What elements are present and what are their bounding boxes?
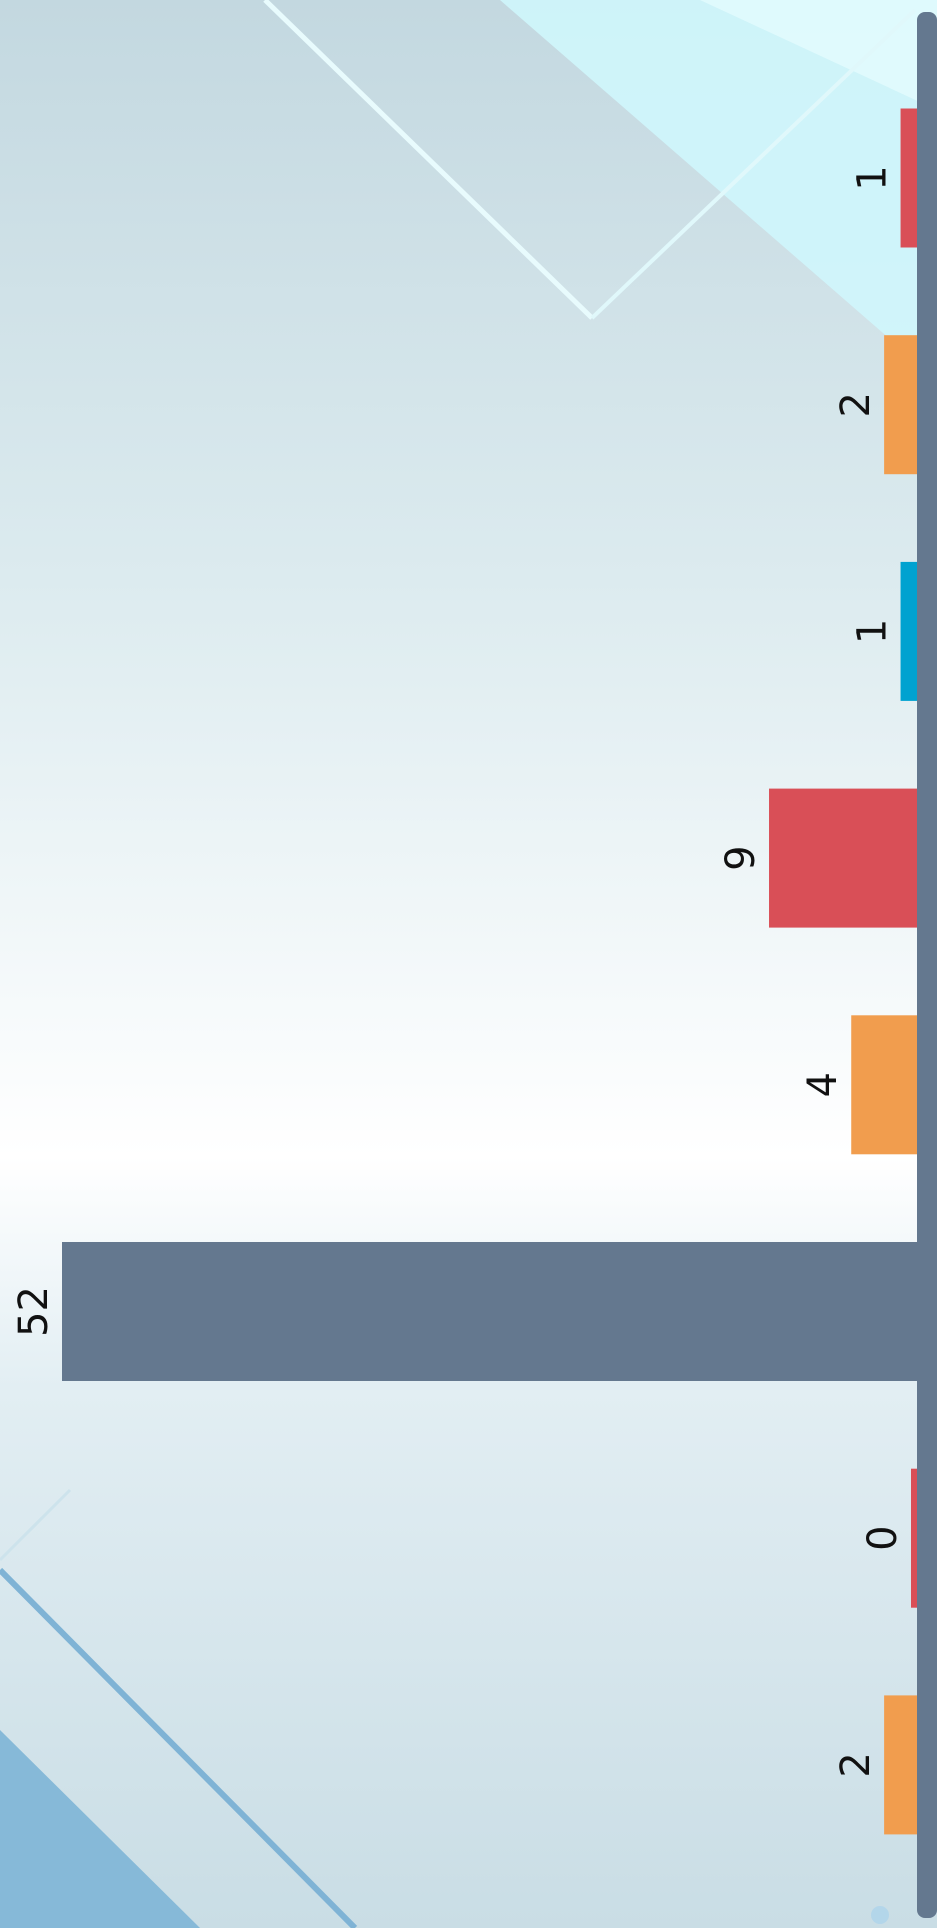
bar-8 (884, 1695, 917, 1835)
bar-2 (884, 335, 917, 475)
data-label-3: 1 (850, 619, 896, 644)
data-label-7: 0 (860, 1525, 906, 1550)
data-label-5: 4 (800, 1072, 846, 1097)
data-label-2: 2 (833, 392, 879, 417)
data-label-1: 1 (850, 165, 896, 190)
bar-1 (900, 108, 917, 248)
bar-4 (769, 788, 917, 928)
data-label-8: 2 (833, 1752, 879, 1777)
value-axis (917, 12, 937, 1918)
bar-3 (900, 561, 917, 701)
bar-5 (851, 1015, 917, 1155)
bar-7 (911, 1468, 917, 1608)
bar-6 (62, 1242, 917, 1381)
data-label-4: 9 (718, 845, 764, 870)
data-label-6: 52 (11, 1286, 57, 1337)
